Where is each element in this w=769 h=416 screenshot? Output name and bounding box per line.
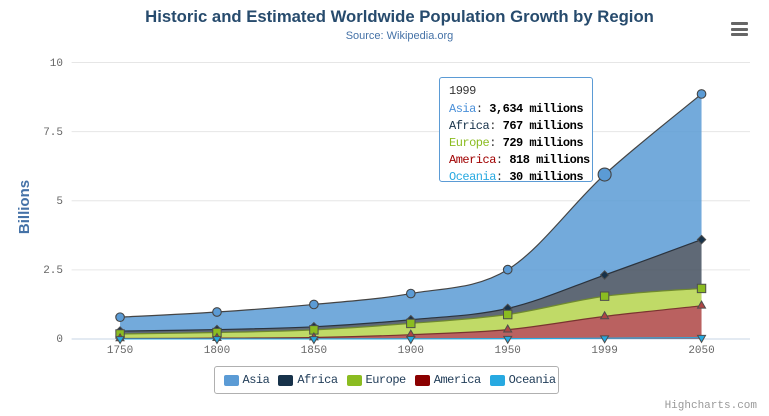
svg-text:1999: 1999: [591, 345, 617, 357]
svg-text:10: 10: [50, 58, 63, 70]
svg-text:1900: 1900: [398, 345, 424, 357]
svg-text:0: 0: [56, 334, 63, 346]
svg-text:Billions: Billions: [16, 180, 33, 234]
svg-text:1750: 1750: [107, 345, 133, 357]
svg-text:1850: 1850: [301, 345, 327, 357]
svg-text:7.5: 7.5: [43, 127, 63, 139]
svg-text:1950: 1950: [495, 345, 521, 357]
svg-text:1800: 1800: [204, 345, 230, 357]
svg-text:2050: 2050: [688, 345, 714, 357]
svg-text:5: 5: [56, 196, 63, 208]
svg-text:2.5: 2.5: [43, 265, 63, 277]
